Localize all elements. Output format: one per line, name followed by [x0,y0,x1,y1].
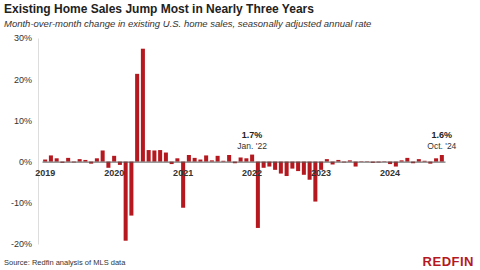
bar [147,150,151,162]
x-tick-label: 2023 [311,168,331,178]
x-tick: 2022 [242,162,262,178]
y-tick: 10% [14,116,38,126]
bar [55,158,59,161]
bar [198,160,202,162]
bar [141,49,145,162]
bar [187,155,191,162]
bar [101,150,105,161]
annotation-value: 1.6% [432,130,453,140]
title: Existing Home Sales Jump Most in Nearly … [4,2,314,16]
bar [164,153,168,162]
bar [290,162,294,169]
bars [43,49,444,241]
bar [434,158,438,161]
x-tick-label: 2019 [35,168,55,178]
bar [95,158,99,161]
y-tick-label: 30% [14,33,32,43]
x-axis-line [43,162,446,163]
x-axis: 2019 2020 2021 2022 2023 2024 [35,162,445,178]
chart: Existing Home Sales Jump Most in Nearly … [0,0,480,270]
bar [175,158,179,161]
bar [348,160,352,161]
bar [417,159,421,161]
bar [124,162,128,241]
annotation-date: Jan. '22 [237,141,267,151]
bar [250,155,254,162]
bar [239,157,243,161]
bar [273,162,277,170]
bar [296,162,300,171]
x-tick-label: 2020 [104,168,124,178]
x-tick: 2023 [311,162,331,178]
source: Source: Redfin analysis of MLS data [4,258,126,267]
bar [210,160,214,161]
y-tick-label: -20% [11,239,32,249]
annotation-date: Oct. '24 [427,141,456,151]
bar [440,155,444,162]
bar [400,160,404,161]
bar [193,158,197,162]
bar [66,158,70,162]
bar [78,159,82,161]
bar [112,156,116,162]
brand-logo: REDFIN [423,254,474,269]
bar [405,158,409,162]
bar [135,74,139,162]
y-tick: -10% [11,198,38,208]
y-axis-line [38,39,39,245]
y-tick-label: 0% [19,157,32,167]
bar [83,160,87,162]
bar [325,159,329,161]
bar [227,155,231,162]
subtitle: Month-over-month change in existing U.S.… [4,18,371,29]
bar [285,162,289,176]
bar [216,156,220,162]
bar [49,155,53,161]
bar [158,150,162,162]
annotations: 1.7%Jan. '22 1.6%Oct. '24 [237,130,456,151]
y-tick: 20% [14,75,38,85]
y-tick: 30% [14,33,38,43]
annotation-value: 1.7% [242,130,263,140]
y-axis: -20% -10% 0% 10% 20% 30% [11,33,39,249]
y-tick-label: 10% [14,116,32,126]
x-tick-label: 2021 [173,168,193,178]
y-tick-label: 20% [14,75,32,85]
bar [129,162,133,216]
bar [204,155,208,161]
x-tick: 2021 [173,162,193,178]
x-tick: 2024 [380,162,400,178]
x-tick: 2020 [104,162,124,178]
bar [302,162,306,175]
y-tick: 0% [19,157,38,167]
bar [336,160,340,162]
x-tick-label: 2022 [242,168,262,178]
y-tick: -20% [11,239,38,249]
bar [244,158,248,161]
x-tick: 2019 [35,162,55,178]
y-tick-label: -10% [11,198,32,208]
bar [43,160,47,162]
x-tick-label: 2024 [380,168,400,178]
bar [279,162,283,174]
bar [152,150,156,161]
